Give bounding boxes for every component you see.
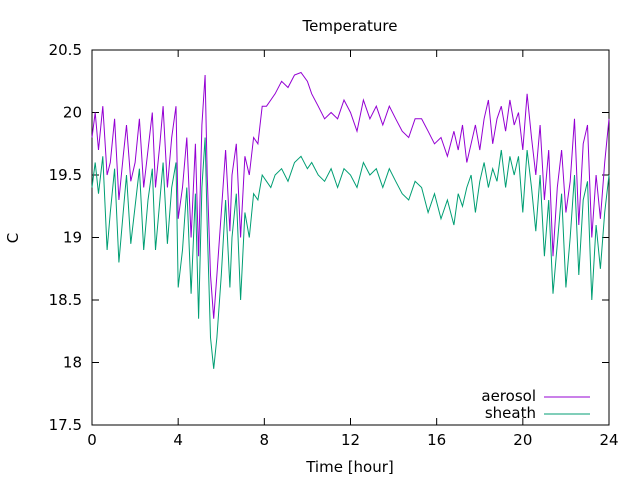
- y-tick-label: 19.5: [49, 166, 82, 184]
- x-tick-label: 0: [87, 431, 97, 449]
- y-tick-label: 17.5: [49, 416, 82, 434]
- series-group: [91, 71, 610, 369]
- series-line-sheath: [91, 137, 610, 369]
- legend-label-aerosol: aerosol: [481, 387, 536, 405]
- y-tick-label: 18: [63, 354, 82, 372]
- y-tick-label: 18.5: [49, 291, 82, 309]
- legend-label-sheath: sheath: [485, 404, 536, 422]
- x-tick-label: 16: [427, 431, 446, 449]
- x-tick-label: 12: [341, 431, 360, 449]
- x-tick-label: 4: [173, 431, 183, 449]
- x-tick-label: 20: [513, 431, 532, 449]
- y-axis-label: C: [4, 233, 22, 243]
- legend: aerosol sheath: [481, 387, 590, 422]
- y-tick-label: 20.5: [49, 41, 82, 59]
- chart-title: Temperature: [301, 17, 397, 35]
- y-tick-label: 19: [63, 229, 82, 247]
- x-tick-label: 8: [260, 431, 270, 449]
- x-axis-label: Time [hour]: [305, 458, 394, 476]
- y-tick-label: 20: [63, 104, 82, 122]
- plot-frame: [91, 49, 610, 426]
- x-tick-label: 24: [599, 431, 618, 449]
- axis-ticks: 17.5 18 18.5 19 19.5 20 20.5 0 4 8 12 16 20 24: [49, 41, 619, 449]
- series-line-aerosol: [91, 71, 610, 319]
